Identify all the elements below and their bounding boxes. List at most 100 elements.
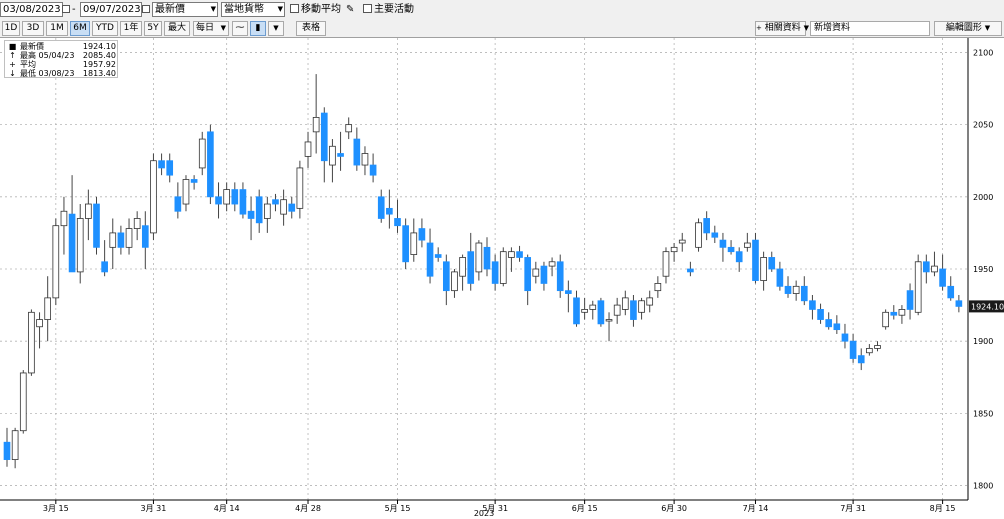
candle-body xyxy=(68,213,76,273)
arrow-down-icon: ↓ xyxy=(9,69,16,78)
candle-body xyxy=(646,297,654,306)
candle-body xyxy=(345,124,353,133)
legend-low: ↓ 最低 03/08/23 1813.40 xyxy=(9,69,116,78)
range-button-max[interactable]: 最大 xyxy=(164,21,190,36)
y-tick-label: 1800 xyxy=(973,482,993,491)
candle-body xyxy=(150,160,157,234)
events-checkbox[interactable] xyxy=(363,4,372,13)
last-value-label: 1924.10 xyxy=(971,302,1004,311)
range-button-6m[interactable]: 6M xyxy=(70,21,90,36)
candle-body xyxy=(386,207,393,215)
candle-body xyxy=(898,309,906,316)
candle-body xyxy=(76,218,84,273)
candle-body xyxy=(581,309,588,313)
y-tick-label: 2050 xyxy=(973,121,993,130)
moving-average-checkbox[interactable] xyxy=(290,4,299,13)
chevron-down-icon: ▼ xyxy=(220,24,226,32)
candle-body xyxy=(264,203,271,219)
candle-body xyxy=(36,319,43,328)
candle-body xyxy=(866,348,873,354)
candle-body xyxy=(304,141,312,157)
x-tick-label: 6月 30 xyxy=(661,504,687,513)
toolbar-top: 03/08/2023 - 09/07/2023 最新價 ▼ 當地貨幣 ▼ 移動平… xyxy=(0,0,1004,20)
chart-type-line-button[interactable]: ⁓ xyxy=(232,21,248,36)
candle-body xyxy=(369,164,377,176)
candle-body xyxy=(914,261,922,313)
candle-body xyxy=(434,254,442,258)
candle-body xyxy=(141,225,149,248)
candle-body xyxy=(109,232,117,248)
chart-type-candle-button[interactable]: ▮ xyxy=(250,21,266,36)
toolbar-range: 1D 3D 1M 6M YTD 1年 5Y 最大 每日 ▼ ⁓ ▮ ▼ 表格 +… xyxy=(0,20,1004,38)
candle-body xyxy=(247,210,255,219)
end-date-field[interactable]: 09/07/2023 xyxy=(80,2,142,17)
chevron-down-icon: ▼ xyxy=(210,5,216,13)
candle-body xyxy=(540,265,548,284)
candle-body xyxy=(174,196,182,212)
range-button-1d[interactable]: 1D xyxy=(2,21,20,36)
range-button-1m[interactable]: 1M xyxy=(46,21,68,36)
candle-body xyxy=(548,261,556,267)
candle-body xyxy=(613,304,621,316)
candle-body xyxy=(182,179,190,205)
start-date-field[interactable]: 03/08/2023 xyxy=(0,2,63,17)
related-data-button[interactable]: + 相關資料 ▼ xyxy=(755,21,809,36)
x-tick-label: 6月 15 xyxy=(572,504,598,513)
candle-body xyxy=(377,196,385,219)
candle-body xyxy=(719,239,727,248)
x-tick-label: 5月 15 xyxy=(385,504,411,513)
moving-average-label: 移動平均 xyxy=(301,4,341,15)
end-date-calendar-icon[interactable] xyxy=(142,5,150,13)
last-value-badge xyxy=(969,300,1004,313)
range-button-ytd[interactable]: YTD xyxy=(92,21,118,36)
candle-body xyxy=(760,257,767,281)
candle-body xyxy=(296,167,304,209)
square-icon: ■ xyxy=(8,42,17,51)
arrow-up-icon: ↑ xyxy=(9,51,16,60)
candle-body xyxy=(418,228,426,241)
candle-body xyxy=(288,203,296,212)
start-date-calendar-icon[interactable] xyxy=(62,5,70,13)
y-tick-label: 2100 xyxy=(973,48,993,57)
table-button[interactable]: 表格 xyxy=(296,21,326,36)
candle-body xyxy=(133,218,141,229)
candle-body xyxy=(52,225,60,299)
candle-body xyxy=(597,300,605,325)
candle-body xyxy=(890,311,898,316)
candle-body xyxy=(711,232,719,238)
candle-body xyxy=(475,242,483,273)
x-tick-label: 4月 14 xyxy=(214,504,240,513)
frequency-dropdown[interactable]: 每日 ▼ xyxy=(193,21,229,36)
currency-dropdown[interactable]: 當地貨幣 ▼ xyxy=(221,2,285,17)
chart-type-menu-button[interactable]: ▼ xyxy=(268,21,284,36)
candle-body xyxy=(19,372,27,432)
candle-body xyxy=(337,153,344,157)
range-button-3d[interactable]: 3D xyxy=(22,21,44,36)
candle-body xyxy=(207,131,214,198)
candle-body xyxy=(272,199,279,205)
candle-body xyxy=(678,239,686,244)
range-button-5y[interactable]: 5Y xyxy=(144,21,162,36)
plus-icon: + xyxy=(9,60,16,69)
price-field-dropdown[interactable]: 最新價 ▼ xyxy=(152,2,218,17)
candle-body xyxy=(117,232,125,248)
chevron-down-icon: ▼ xyxy=(277,5,283,13)
candle-body xyxy=(703,218,710,234)
candle-body xyxy=(833,323,841,331)
range-button-1y[interactable]: 1年 xyxy=(120,21,142,36)
add-data-input[interactable]: 新增資料 xyxy=(810,21,930,36)
candle-body xyxy=(727,246,735,253)
candle-body xyxy=(491,261,499,284)
candle-body xyxy=(744,242,751,248)
candle-body xyxy=(638,300,645,313)
candle-body xyxy=(166,160,174,176)
candle-body xyxy=(394,218,401,227)
pencil-icon[interactable]: ✎ xyxy=(346,4,355,15)
edit-chart-button[interactable]: 編輯圖形 ▼ xyxy=(934,21,1002,36)
edit-chart-label: 編輯圖形 xyxy=(945,23,982,33)
x-tick-label: 7月 31 xyxy=(840,504,866,513)
candle-body xyxy=(524,257,532,292)
candle-body xyxy=(158,160,165,169)
candle-body xyxy=(215,196,222,205)
